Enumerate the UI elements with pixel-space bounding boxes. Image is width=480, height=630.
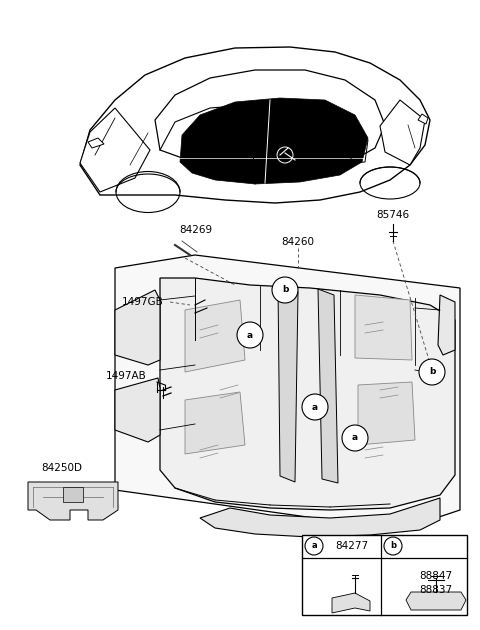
- Polygon shape: [278, 286, 298, 482]
- Text: a: a: [311, 542, 317, 551]
- Polygon shape: [115, 290, 160, 365]
- Circle shape: [302, 394, 328, 420]
- Text: 84269: 84269: [180, 225, 213, 235]
- Polygon shape: [185, 300, 245, 372]
- Text: 88847: 88847: [420, 571, 453, 581]
- Text: 84277: 84277: [336, 541, 369, 551]
- Polygon shape: [355, 295, 412, 360]
- Polygon shape: [418, 114, 428, 124]
- Polygon shape: [155, 70, 385, 172]
- Circle shape: [384, 537, 402, 555]
- Text: 88837: 88837: [420, 585, 453, 595]
- Text: 84260: 84260: [281, 237, 314, 247]
- Polygon shape: [200, 498, 440, 537]
- Polygon shape: [380, 100, 425, 165]
- Text: b: b: [390, 542, 396, 551]
- Circle shape: [305, 537, 323, 555]
- Polygon shape: [160, 278, 455, 510]
- Circle shape: [237, 322, 263, 348]
- Circle shape: [272, 277, 298, 303]
- Polygon shape: [318, 289, 338, 483]
- Text: b: b: [429, 367, 435, 377]
- Bar: [302, 535, 467, 615]
- Polygon shape: [332, 593, 370, 613]
- Text: b: b: [282, 285, 288, 294]
- Polygon shape: [185, 392, 245, 454]
- Text: 1497AB: 1497AB: [106, 371, 146, 381]
- Circle shape: [419, 359, 445, 385]
- Circle shape: [342, 425, 368, 451]
- Polygon shape: [438, 295, 455, 355]
- Text: 1497GB: 1497GB: [122, 297, 164, 307]
- Polygon shape: [180, 98, 368, 184]
- Polygon shape: [28, 482, 118, 520]
- Polygon shape: [80, 108, 150, 192]
- Polygon shape: [115, 378, 160, 442]
- Text: a: a: [247, 331, 253, 340]
- Text: a: a: [352, 433, 358, 442]
- Text: a: a: [312, 403, 318, 411]
- Text: 84250D: 84250D: [41, 463, 83, 473]
- Polygon shape: [80, 47, 430, 203]
- Polygon shape: [406, 592, 466, 610]
- Polygon shape: [358, 382, 415, 445]
- Polygon shape: [63, 487, 83, 502]
- Polygon shape: [88, 138, 104, 148]
- Text: 85746: 85746: [376, 210, 409, 220]
- Polygon shape: [115, 255, 460, 530]
